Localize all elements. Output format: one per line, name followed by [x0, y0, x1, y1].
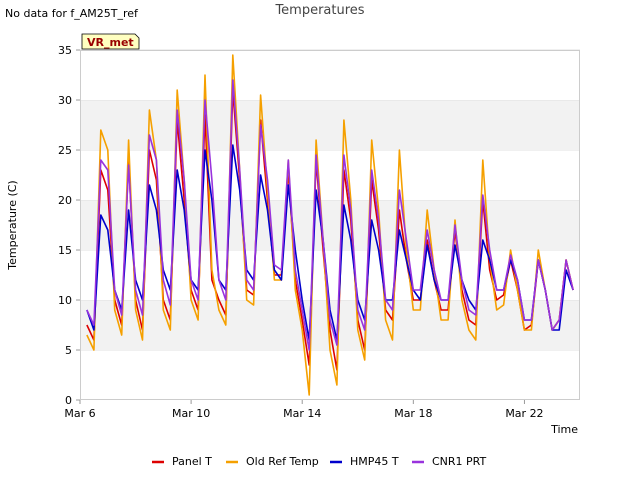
no-data-note: No data for f_AM25T_ref: [5, 7, 138, 20]
x-tick-label: Mar 18: [394, 407, 432, 420]
series-lines: [86, 54, 574, 396]
legend-label-hmp45-t: HMP45 T: [350, 455, 399, 468]
grid-band: [80, 100, 580, 150]
x-tick-label: Mar 14: [283, 407, 321, 420]
y-tick-label: 10: [58, 294, 72, 307]
legend-label-panel-t: Panel T: [172, 455, 212, 468]
grid-band: [80, 150, 580, 200]
legend: Panel T Old Ref Temp HMP45 T CNR1 PRT: [152, 455, 487, 468]
x-tick-label: Mar 10: [172, 407, 210, 420]
y-tick-label: 0: [65, 394, 72, 407]
y-axis-label: Temperature (C): [6, 180, 19, 270]
y-tick-label: 35: [58, 44, 72, 57]
legend-label-old-ref-temp: Old Ref Temp: [246, 455, 319, 468]
grid-band: [80, 350, 580, 400]
chart-title: Temperatures: [274, 3, 364, 18]
annotation-text: VR_met: [87, 36, 134, 49]
y-tick-label: 25: [58, 144, 72, 157]
x-tick-label: Mar 22: [505, 407, 543, 420]
grid-band: [80, 200, 580, 250]
y-tick-label: 30: [58, 94, 72, 107]
y-tick-label: 5: [65, 344, 72, 357]
plot-frame: [80, 50, 580, 400]
annotation-badge: VR_met: [81, 33, 140, 50]
series-line-old-ref-temp: [86, 54, 574, 396]
x-tick-label: Mar 6: [64, 407, 95, 420]
series-line-cnr1-prt: [86, 79, 574, 351]
x-axis-ticks: Mar 6 Mar 10 Mar 14 Mar 18 Mar 22: [64, 400, 544, 420]
y-tick-label: 20: [58, 194, 72, 207]
y-axis-ticks: 0 5 10 15 20 25 30 35: [58, 44, 80, 407]
legend-label-cnr1-prt: CNR1 PRT: [432, 455, 487, 468]
series-line-hmp45-t: [86, 144, 574, 341]
y-tick-label: 15: [58, 244, 72, 257]
x-axis-label: Time: [550, 423, 578, 436]
grid-band: [80, 50, 580, 100]
